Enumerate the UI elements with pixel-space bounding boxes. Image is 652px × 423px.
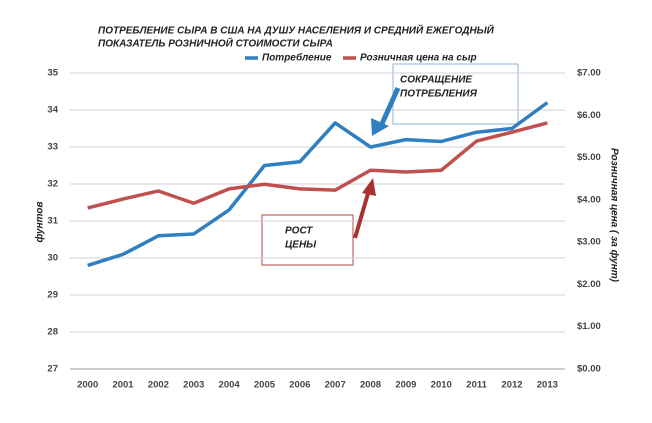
x-tick-label: 2008: [360, 380, 381, 391]
y2-tick-label: $1.00: [577, 321, 601, 332]
y-tick-label: 34: [47, 105, 58, 116]
y-tick-label: 31: [47, 216, 58, 227]
y2-tick-label: $5.00: [577, 152, 601, 163]
x-tick-label: 2012: [501, 380, 522, 391]
annotation: ПОТРЕБЛЕНИЯ: [400, 89, 478, 100]
legend-label: Розничная цена на сыр: [360, 53, 477, 64]
chart-title: ПОТРЕБЛЕНИЕ СЫРА В США НА ДУШУ НАСЕЛЕНИЯ…: [98, 24, 495, 37]
legend-label: Потребление: [262, 52, 332, 64]
y-tick-label: 27: [47, 364, 58, 375]
y2-axis-label: Розничная цена ( за фунт): [608, 148, 620, 283]
x-tick-label: 2006: [289, 380, 310, 391]
annotation-box: [392, 63, 519, 125]
y2-tick-label: $0.00: [577, 364, 601, 375]
x-tick-label: 2013: [537, 380, 558, 391]
series-line: [87, 101, 549, 268]
x-tick-label: 2003: [183, 380, 204, 391]
series-line: [87, 121, 548, 210]
x-tick-label: 2001: [112, 380, 134, 391]
annotation: ЦЕНЫ: [285, 240, 317, 251]
y2-tick-label: $7.00: [577, 68, 601, 79]
y-tick-label: 29: [47, 290, 58, 301]
x-tick-label: 2000: [77, 380, 98, 391]
y2-tick-label: $6.00: [577, 110, 601, 121]
y-tick-label: 32: [47, 179, 58, 190]
arrow: [378, 86, 401, 128]
chart-title: ПОКАЗАТЕЛЬ РОЗНИЧНОЙ СТОИМОСТИ СЫРА: [98, 37, 333, 50]
annotation: РОСТ: [285, 226, 313, 237]
y2-tick-label: $3.00: [577, 237, 601, 248]
annotation-box: [261, 214, 354, 266]
x-tick-label: 2005: [254, 380, 276, 391]
x-tick-label: 2009: [395, 380, 416, 391]
x-tick-label: 2007: [325, 380, 346, 391]
x-tick-label: 2010: [431, 380, 452, 391]
y2-tick-label: $2.00: [577, 279, 601, 290]
x-tick-label: 2011: [466, 380, 487, 391]
y2-tick-label: $4.00: [577, 194, 601, 205]
arrow: [353, 189, 371, 239]
x-tick-label: 2004: [219, 380, 241, 391]
y-tick-label: 33: [47, 142, 58, 153]
y-tick-label: 35: [47, 68, 58, 79]
annotation: СОКРАЩЕНИЕ: [400, 75, 472, 86]
y-tick-label: 28: [47, 327, 58, 338]
x-tick-label: 2002: [148, 380, 169, 391]
arrow-head: [362, 178, 376, 196]
arrow-head: [371, 118, 389, 136]
y-tick-label: 30: [47, 253, 58, 264]
y-axis-label: фунтов: [34, 201, 46, 242]
